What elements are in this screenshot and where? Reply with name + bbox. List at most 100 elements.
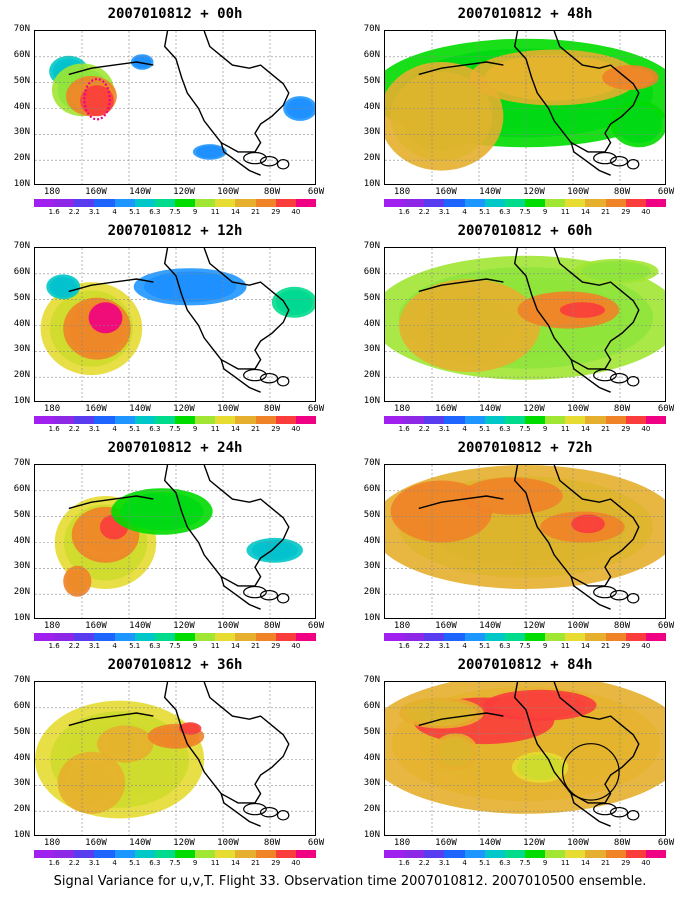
colorbar-label: 29: [621, 642, 631, 650]
colorbar-swatch: [134, 199, 155, 207]
colorbar-label: 9: [542, 642, 548, 650]
colorbar-swatch: [154, 850, 175, 858]
longitude-label: 120W: [173, 187, 195, 197]
colorbar-label: 1.6: [48, 859, 60, 867]
colorbar-swatch: [545, 416, 566, 424]
colorbar-swatch: [114, 633, 135, 641]
colorbar-label: 7.5: [519, 425, 531, 433]
variance-contour: [57, 751, 126, 814]
latitude-label: 30N: [363, 344, 380, 355]
colorbar-label: 9: [542, 859, 548, 867]
latitude-label: 30N: [13, 344, 30, 355]
colorbar-swatch: [34, 633, 55, 641]
colorbar-label: 29: [271, 208, 281, 216]
colorbar: [384, 850, 666, 858]
colorbar-swatch: [404, 199, 425, 207]
colorbar-label: 3.1: [438, 859, 450, 867]
longitude-label: 60W: [657, 187, 675, 197]
variance-contour: [271, 286, 315, 318]
colorbar-label: 1.6: [48, 642, 60, 650]
colorbar-label: 21: [601, 859, 611, 867]
colorbar-label: 3.1: [438, 425, 450, 433]
colorbar-label: 7.5: [169, 642, 181, 650]
colorbar-label: 4: [462, 425, 467, 433]
longitude-label: 80W: [613, 187, 631, 197]
latitude-label: 20N: [13, 804, 30, 815]
latitude-label: 40N: [13, 752, 30, 763]
variance-contour: [385, 62, 504, 171]
colorbar: [34, 199, 316, 207]
island-outline: [609, 372, 629, 384]
longitude-label: 60W: [657, 404, 675, 414]
island-outline: [243, 151, 267, 165]
forecast-panel-3: 2007010812 + 60h 70N 60N 50N 40N 30N 20N 10N 180…: [350, 217, 700, 434]
colorbar-label: 9: [192, 208, 198, 216]
colorbar-swatch: [154, 416, 175, 424]
latitude-label: 40N: [363, 101, 380, 112]
island-outline: [259, 806, 279, 818]
colorbar-swatch: [215, 850, 236, 858]
colorbar-labels: 1.6 2.2 3.1 4 5.1 6.3 7.5 9 11 14 21 29 40: [384, 642, 666, 652]
figure-caption: Signal Variance for u,v,T. Flight 33. Ob…: [53, 874, 647, 889]
latitude-label: 50N: [363, 726, 380, 737]
colorbar-swatch: [484, 416, 505, 424]
coastline: [68, 61, 154, 76]
colorbar-label: 6.3: [149, 859, 161, 867]
colorbar-label: 29: [621, 425, 631, 433]
latitude-label: 20N: [13, 587, 30, 598]
panel-title: 2007010812 + 72h: [457, 440, 593, 456]
longitude-label: 80W: [613, 838, 631, 848]
latitude-label: 30N: [363, 778, 380, 789]
longitude-label: 140W: [129, 838, 151, 848]
colorbar-swatch: [54, 633, 75, 641]
latitude-label: 10N: [13, 396, 30, 406]
latitude-label: 60N: [13, 266, 30, 277]
longitude-label: 180: [43, 404, 61, 414]
colorbar-swatch: [504, 199, 525, 207]
colorbar-swatch: [295, 416, 316, 424]
latitude-label: 50N: [363, 75, 380, 86]
latitude-label: 60N: [363, 483, 380, 494]
colorbar-label: 14: [580, 208, 590, 216]
colorbar-label: 5.1: [129, 208, 141, 216]
coastline: [203, 31, 290, 153]
colorbar-swatch: [504, 416, 525, 424]
forecast-panel-1: 2007010812 + 48h 70N 60N 50N 40N 30N 20N 10N 180…: [350, 0, 700, 217]
longitude-label: 180: [393, 838, 411, 848]
latitude-label: 30N: [13, 127, 30, 138]
island-outline: [593, 368, 617, 382]
colorbar-label: 14: [580, 425, 590, 433]
colorbar-label: 5.1: [479, 859, 491, 867]
colorbar-label: 3.1: [88, 208, 100, 216]
colorbar-label: 3.1: [88, 642, 100, 650]
longitude-label: 120W: [173, 404, 195, 414]
coastline: [553, 248, 640, 370]
colorbar-swatch: [605, 416, 626, 424]
latitude-label: 60N: [363, 49, 380, 60]
colorbar-swatch: [215, 199, 236, 207]
colorbar-swatch: [34, 199, 55, 207]
colorbar-swatch: [464, 633, 485, 641]
colorbar-swatch: [94, 850, 115, 858]
colorbar-swatch: [444, 199, 465, 207]
colorbar-label: 5.1: [479, 208, 491, 216]
colorbar-swatch: [195, 199, 216, 207]
colorbar-swatch: [444, 416, 465, 424]
colorbar-label: 5.1: [129, 859, 141, 867]
longitude-label: 140W: [479, 404, 501, 414]
island-outline: [609, 589, 629, 601]
colorbar-swatch: [295, 850, 316, 858]
latitude-label: 20N: [363, 370, 380, 381]
variance-map: [35, 682, 315, 835]
longitude-label: 60W: [657, 621, 675, 631]
longitude-label: 80W: [263, 404, 281, 414]
colorbar-swatch: [464, 199, 485, 207]
coastline: [68, 278, 154, 293]
colorbar-swatch: [235, 199, 256, 207]
colorbar-label: 21: [601, 425, 611, 433]
longitude-label: 120W: [523, 187, 545, 197]
colorbar-swatch: [404, 416, 425, 424]
coastline: [553, 465, 640, 587]
colorbar-swatch: [154, 633, 175, 641]
colorbar-swatch: [464, 416, 485, 424]
